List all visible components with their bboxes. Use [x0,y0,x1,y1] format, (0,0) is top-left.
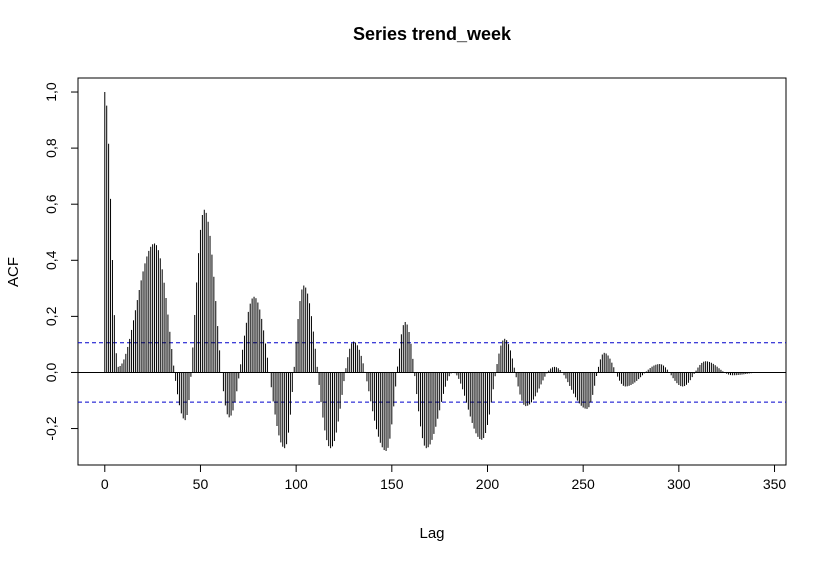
x-axis: 0 50 100 150 200 250 300 350 [101,464,787,492]
x-tick-label: 50 [193,476,209,492]
x-tick-label: 350 [763,476,787,492]
x-tick-label: 300 [667,476,691,492]
y-axis: -0,2 0,0 0,2 0,4 0,6 0,8 1,0 [43,82,78,441]
y-tick-label: 0,0 [43,363,59,383]
y-axis-label: ACF [5,257,22,287]
y-tick-label: 0,6 [43,194,59,214]
x-tick-label: 150 [380,476,404,492]
y-tick-label: 1,0 [43,82,59,102]
x-tick-label: 200 [476,476,500,492]
acf-bars [104,92,760,451]
y-tick-label: 0,8 [43,138,59,158]
x-tick-label: 0 [101,476,109,492]
y-tick-label: -0,2 [43,416,59,440]
x-axis-label: Lag [419,525,444,542]
y-tick-label: 0,2 [43,306,59,326]
chart-title: Series trend_week [353,24,512,44]
x-tick-label: 250 [571,476,595,492]
y-tick-label: 0,4 [43,250,59,270]
x-tick-label: 100 [284,476,308,492]
